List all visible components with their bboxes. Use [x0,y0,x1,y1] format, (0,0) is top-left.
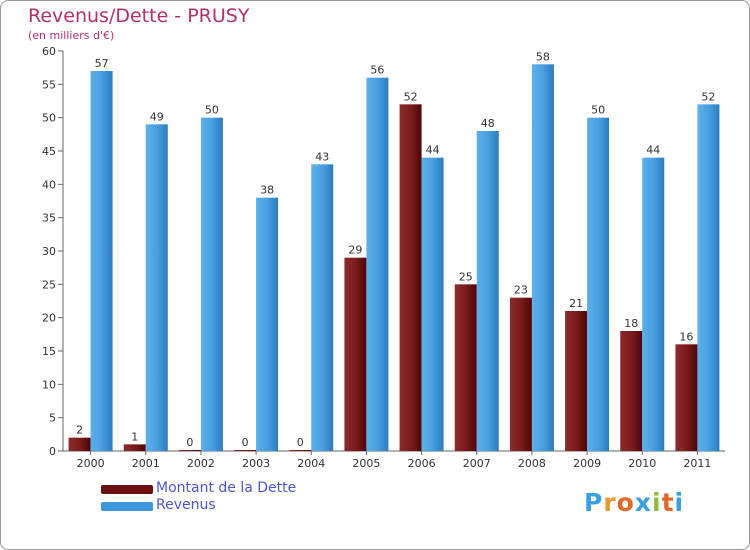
x-tick-label: 2001 [132,457,160,470]
bars [68,64,720,452]
legend-label-debt: Montant de la Dette [156,480,297,496]
x-tick-label: 2003 [242,457,270,470]
x-tick-label: 2007 [463,457,491,470]
bar-revenus [587,117,610,452]
data-label-revenus: 52 [701,90,715,103]
data-label-revenus: 50 [205,104,219,117]
data-label-debt: 18 [624,317,638,330]
data-label-revenus: 58 [536,50,550,63]
bar-debt [675,344,698,451]
legend-swatch-debt [101,485,153,494]
data-label-revenus: 38 [260,184,274,197]
x-tick-label: 2009 [573,457,601,470]
bar-revenus [311,164,334,452]
data-label-revenus: 44 [646,144,660,157]
bar-debt [454,284,477,451]
data-label-debt: 0 [242,436,249,449]
bar-debt [123,444,146,451]
data-label-revenus: 43 [315,150,329,163]
x-tick-label: 2011 [683,457,711,470]
bar-revenus [642,157,665,451]
y-tick-label: 40 [42,178,56,191]
x-tick-label: 2005 [352,457,380,470]
chart-title: Revenus/Dette - PRUSY [28,5,250,27]
data-label-debt: 0 [186,436,193,449]
bar-debt [234,450,257,451]
bar-revenus [421,157,444,451]
data-label-debt: 52 [404,90,418,103]
proxiti-logo: Proxiti [584,488,685,517]
data-label-debt: 2 [76,424,83,437]
data-label-debt: 0 [297,436,304,449]
bar-debt [399,104,422,451]
data-label-revenus: 49 [150,110,164,123]
bar-debt [68,437,91,451]
y-tick-label: 55 [42,78,56,91]
data-label-revenus: 56 [370,64,384,77]
y-tick-label: 45 [42,145,56,158]
data-labels: 2 57 1 49 0 50 0 38 0 43 29 56 52 44 25 48 23 58 21 50 18 44 1… [76,50,715,449]
bar-revenus [145,124,168,451]
bar-revenus [697,104,720,451]
bar-debt [178,450,201,451]
data-label-debt: 29 [348,244,362,257]
x-tick-label: 2006 [408,457,436,470]
bar-debt [565,311,588,451]
bar-revenus [476,131,499,451]
y-tick-label: 50 [42,112,56,125]
x-tick-label: 2008 [518,457,546,470]
y-tick-label: 35 [42,212,56,225]
y-tick-label: 25 [42,278,56,291]
x-tick-label: 2010 [628,457,656,470]
bar-debt [620,331,643,451]
data-label-revenus: 57 [95,57,109,70]
y-tick-label: 0 [49,445,56,458]
y-tick-label: 15 [42,345,56,358]
data-label-debt: 1 [131,430,138,443]
x-tick-label: 2004 [297,457,325,470]
legend-swatch-revenus [101,502,153,511]
bar-revenus [531,64,554,452]
data-label-debt: 23 [514,284,528,297]
data-label-debt: 21 [569,297,583,310]
bar-debt [509,297,532,451]
legend-label-revenus: Revenus [156,497,216,513]
x-tick-label: 2002 [187,457,215,470]
y-tick-label: 20 [42,312,56,325]
chart-subtitle: (en milliers d'€) [28,29,115,42]
bar-debt [289,450,312,451]
data-label-debt: 25 [459,270,473,283]
data-label-revenus: 50 [591,104,605,117]
bar-debt [344,257,367,451]
bar-revenus [256,197,279,451]
bar-revenus [366,77,389,452]
bar-revenus [200,117,223,452]
data-label-revenus: 44 [426,144,440,157]
x-tick-label: 2000 [77,457,105,470]
y-tick-label: 60 [42,45,56,58]
y-tick-label: 10 [42,378,56,391]
data-label-revenus: 48 [481,117,495,130]
data-label-debt: 16 [679,330,693,343]
y-tick-label: 5 [49,412,56,425]
bar-revenus [90,71,113,451]
y-tick-label: 30 [42,245,56,258]
